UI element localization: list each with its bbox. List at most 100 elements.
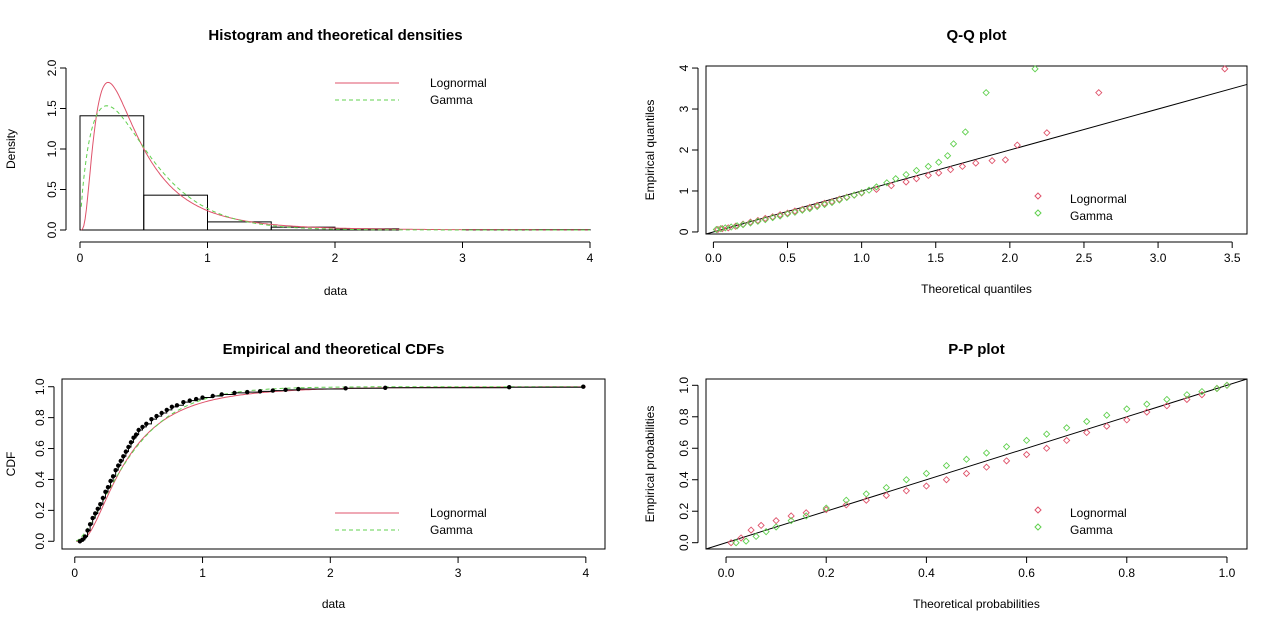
y-tick-label: 3	[677, 105, 691, 112]
empirical-cdf-point	[93, 511, 98, 516]
gamma-point	[935, 158, 943, 166]
lognormal-point	[942, 476, 951, 484]
empirical-cdf-point	[187, 398, 192, 403]
empirical-cdf-point	[108, 478, 113, 484]
lognormal-point	[972, 159, 980, 167]
y-tick-label: 1.5	[45, 100, 59, 117]
lognormal-point	[747, 526, 755, 534]
empirical-cdf-point	[270, 388, 276, 393]
cdf-panel: Empirical and theoretical CDFs 0 1 2 3 4 0.0 0.…	[4, 341, 606, 611]
empirical-cdf-point	[174, 403, 180, 408]
legend-marker	[1034, 192, 1042, 200]
lognormal-point	[776, 211, 784, 219]
empirical-cdf-point	[164, 407, 169, 413]
y-tick-label: 0	[677, 228, 691, 235]
gamma-point	[924, 162, 932, 171]
x-tick-label: 0.8	[1118, 566, 1135, 580]
empirical-cdf-point	[103, 489, 108, 495]
lognormal-point	[1042, 444, 1051, 452]
lognormal-point	[1013, 141, 1021, 149]
lognormal-point	[1002, 457, 1011, 465]
gamma-point	[1042, 430, 1051, 438]
gamma-point	[1143, 400, 1151, 408]
gamma-point	[806, 204, 814, 213]
lognormal-point	[912, 175, 921, 183]
density-panel: Histogram and theoretical densities 0 1 2 3 4…	[4, 27, 594, 298]
gamma-point	[943, 152, 952, 160]
lognormal-point	[761, 214, 769, 223]
gamma-density-curve	[80, 105, 590, 231]
lognormal-point	[962, 469, 971, 478]
lognormal-point	[835, 195, 844, 203]
y-tick-label: 0.4	[677, 471, 691, 488]
gamma-point	[1103, 411, 1111, 419]
x-tick-label: 3.0	[1150, 251, 1167, 265]
empirical-cdf-point	[343, 386, 348, 391]
x-tick-label: 4	[582, 566, 589, 580]
x-tick-label: 2	[332, 251, 339, 265]
y-tick-label: 0.0	[33, 533, 47, 550]
x-tick-label: 4	[587, 251, 594, 265]
gamma-point	[791, 208, 799, 216]
gamma-point	[721, 224, 729, 232]
x-tick-label: 2	[327, 566, 334, 580]
y-tick-label: 1	[677, 187, 691, 194]
lognormal-density-curve	[81, 81, 590, 231]
lognormal-point	[988, 157, 996, 165]
gamma-point	[1183, 391, 1191, 399]
histogram-bar	[79, 115, 145, 231]
gamma-point	[733, 222, 741, 230]
gamma-point	[828, 198, 836, 207]
gamma-point	[850, 191, 858, 199]
lognormal-point	[922, 482, 931, 490]
y-axis-label: CDF	[4, 452, 18, 477]
empirical-cdf-point	[169, 404, 175, 410]
empirical-cdf-point	[118, 458, 123, 464]
empirical-cdf-point	[121, 454, 126, 459]
gamma-point	[820, 200, 829, 209]
gamma-point	[922, 469, 931, 478]
x-tick-label: 0.2	[818, 566, 835, 580]
gamma-point	[746, 219, 755, 227]
x-tick-label: 0.5	[779, 251, 796, 265]
lognormal-point	[1123, 416, 1131, 424]
lognormal-point	[772, 517, 780, 525]
y-axis-label: Empirical quantiles	[643, 100, 657, 201]
x-tick-label: 0.6	[1018, 566, 1035, 580]
lognormal-point	[791, 207, 799, 215]
empirical-cdf-point	[219, 392, 224, 397]
empirical-cdf-point	[131, 435, 136, 440]
gamma-point	[761, 216, 769, 224]
y-tick-label: 0.2	[677, 503, 691, 520]
gamma-point	[822, 504, 830, 512]
empirical-cdf-point	[87, 522, 93, 527]
gamma-point	[962, 455, 971, 463]
lognormal-point	[1143, 408, 1151, 416]
gamma-point	[783, 210, 792, 218]
y-tick-label: 0.0	[45, 221, 59, 238]
empirical-cdf-point	[149, 416, 154, 422]
empirical-cdf-point	[232, 390, 237, 396]
plot-frame	[61, 378, 606, 550]
lognormal-point	[1095, 88, 1103, 97]
x-tick-label: 0	[71, 566, 78, 580]
gamma-point	[742, 537, 750, 545]
x-axis-label: data	[322, 597, 346, 611]
y-tick-label: 1.0	[33, 378, 47, 395]
x-tick-label: 1	[204, 251, 211, 265]
empirical-cdf-point	[113, 467, 118, 473]
gamma-point	[762, 528, 770, 536]
legend-label-gamma: Gamma	[1070, 209, 1113, 223]
x-tick-label: 1.5	[927, 251, 944, 265]
x-tick-label: 0.0	[718, 566, 735, 580]
gamma-point	[798, 206, 806, 214]
empirical-cdf-point	[80, 537, 85, 542]
legend-label-lognormal: Lognormal	[430, 76, 487, 90]
empirical-cdf-point	[128, 440, 134, 445]
empirical-cdf-point	[100, 495, 106, 501]
gamma-point	[842, 496, 850, 504]
empirical-cdf-point	[144, 421, 149, 427]
gamma-point	[1002, 443, 1011, 451]
gamma-point	[1213, 384, 1221, 393]
empirical-cdf-point	[126, 444, 131, 450]
